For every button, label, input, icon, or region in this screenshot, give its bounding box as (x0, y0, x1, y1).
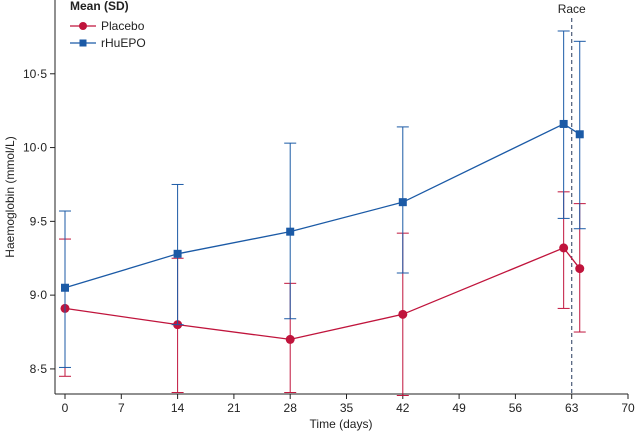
race-label: Race (558, 2, 586, 16)
x-tick-label: 35 (340, 401, 354, 415)
data-point (559, 119, 568, 128)
y-ticks: 8·5 9·0 9·5 10·0 10·5 (23, 67, 55, 376)
x-tick-label: 7 (118, 401, 125, 415)
legend-label: Placebo (101, 19, 145, 33)
series-layer (59, 30, 586, 396)
axes (54, 0, 628, 395)
legend: Mean (SD) Placebo rHuEPO (70, 0, 146, 50)
y-axis-label: Haemoglobin (mmol/L) (3, 136, 17, 257)
series-line (64, 123, 581, 289)
x-tick-label: 28 (284, 401, 298, 415)
y-tick-label: 9·5 (30, 214, 48, 228)
y-tick-label: 10·5 (23, 67, 47, 81)
data-point (398, 309, 408, 319)
y-tick-label: 10·0 (23, 141, 47, 155)
legend-label: rHuEPO (101, 36, 146, 50)
legend-item-rhuepo: rHuEPO (70, 36, 146, 50)
x-tick-label: 56 (509, 401, 523, 415)
data-point (285, 334, 295, 344)
legend-marker (79, 39, 87, 47)
data-point (559, 243, 569, 253)
x-tick-label: 49 (452, 401, 466, 415)
x-tick-label: 42 (396, 401, 410, 415)
series-line (64, 247, 581, 341)
series-rhuepo (59, 30, 586, 368)
data-point (286, 227, 295, 236)
x-axis-label: Time (days) (310, 417, 373, 431)
annotations: Race (558, 2, 586, 394)
data-point (173, 249, 182, 258)
data-point (61, 283, 69, 292)
x-tick-label: 70 (621, 401, 635, 415)
y-tick-label: 8·5 (30, 362, 48, 376)
x-ticks: 0 7 14 21 28 35 42 49 56 63 70 (62, 394, 635, 415)
y-tick-label: 9·0 (30, 288, 48, 302)
data-point (575, 130, 584, 139)
legend-item-placebo: Placebo (70, 19, 145, 33)
x-tick-label: 21 (227, 401, 241, 415)
x-tick-label: 0 (62, 401, 69, 415)
data-point (398, 198, 407, 207)
x-tick-label: 63 (565, 401, 579, 415)
data-point (575, 264, 585, 274)
legend-title: Mean (SD) (70, 0, 129, 13)
legend-marker (79, 22, 87, 30)
legend-items: Placebo rHuEPO (70, 19, 146, 50)
x-tick-label: 14 (171, 401, 185, 415)
series-placebo (59, 191, 586, 396)
